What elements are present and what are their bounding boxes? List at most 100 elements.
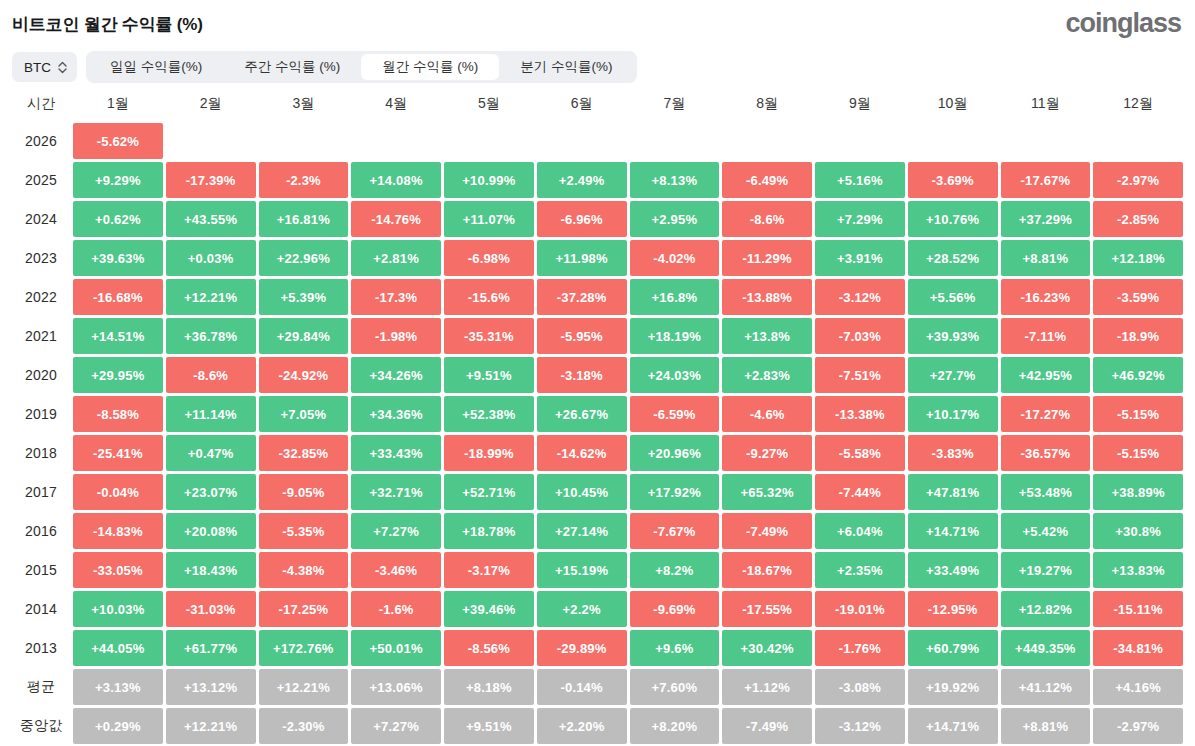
return-cell: -9.05%: [259, 474, 349, 510]
return-cell: -3.08%: [815, 669, 905, 705]
return-cell: -7.49%: [722, 708, 812, 744]
return-cell: -19.01%: [815, 591, 905, 627]
return-cell: +0.29%: [73, 708, 163, 744]
return-cell: +5.39%: [259, 279, 349, 315]
return-cell: +30.8%: [1093, 513, 1183, 549]
return-cell: -7.44%: [815, 474, 905, 510]
return-cell: +14.51%: [73, 318, 163, 354]
return-cell: -36.57%: [1001, 435, 1091, 471]
return-cell: -6.49%: [722, 162, 812, 198]
return-cell: +9.6%: [630, 630, 720, 666]
page-title: 비트코인 월간 수익률 (%): [12, 9, 203, 36]
return-cell: -2.97%: [1093, 162, 1183, 198]
return-cell: +9.29%: [73, 162, 163, 198]
return-cell: +19.92%: [908, 669, 998, 705]
return-cell: -32.85%: [259, 435, 349, 471]
return-cell: -6.98%: [444, 240, 534, 276]
return-cell: +13.06%: [351, 669, 441, 705]
table-row: 중앙값+0.29%+12.21%-2.30%+7.27%+9.51%+2.20%…: [12, 708, 1183, 744]
table-row: 2015-33.05%+18.43%-4.38%-3.46%-3.17%+15.…: [12, 552, 1183, 588]
return-cell: +33.49%: [908, 552, 998, 588]
return-cell: +449.35%: [1001, 630, 1091, 666]
row-label: 2021: [12, 318, 70, 354]
tab-1[interactable]: 주간 수익률 (%): [223, 54, 361, 80]
return-cell: +43.55%: [166, 201, 256, 237]
return-cell: +36.78%: [166, 318, 256, 354]
return-cell: -2.3%: [259, 162, 349, 198]
return-cell: +5.56%: [908, 279, 998, 315]
return-cell: +2.2%: [537, 591, 627, 627]
return-cell: +9.51%: [444, 708, 534, 744]
return-cell: +52.38%: [444, 396, 534, 432]
return-cell: -17.55%: [722, 591, 812, 627]
return-cell: +17.92%: [630, 474, 720, 510]
return-cell: +6.04%: [815, 513, 905, 549]
return-cell: +5.16%: [815, 162, 905, 198]
return-cell: +14.71%: [908, 513, 998, 549]
table-row: 2013+44.05%+61.77%+172.76%+50.01%-8.56%-…: [12, 630, 1183, 666]
return-cell: -17.39%: [166, 162, 256, 198]
tab-0[interactable]: 일일 수익률(%): [89, 54, 223, 80]
table-body: 2026-5.62%2025+9.29%-17.39%-2.3%+14.08%+…: [12, 123, 1183, 744]
table-row: 2023+39.63%+0.03%+22.96%+2.81%-6.98%+11.…: [12, 240, 1183, 276]
return-cell: -17.67%: [1001, 162, 1091, 198]
return-cell: +0.03%: [166, 240, 256, 276]
symbol-select[interactable]: BTC: [12, 52, 77, 82]
return-cell: +10.76%: [908, 201, 998, 237]
return-cell: +20.08%: [166, 513, 256, 549]
return-cell: +34.36%: [351, 396, 441, 432]
return-cell: -4.02%: [630, 240, 720, 276]
return-cell: +46.92%: [1093, 357, 1183, 393]
tab-2-active[interactable]: 월간 수익률 (%): [361, 54, 499, 80]
table-row: 2018-25.41%+0.47%-32.85%+33.43%-18.99%-1…: [12, 435, 1183, 471]
return-cell: +12.21%: [166, 279, 256, 315]
return-cell: +28.52%: [908, 240, 998, 276]
return-cell: +53.48%: [1001, 474, 1091, 510]
return-cell: -13.38%: [815, 396, 905, 432]
return-cell: -2.30%: [259, 708, 349, 744]
return-cell: +13.12%: [166, 669, 256, 705]
return-cell: +13.83%: [1093, 552, 1183, 588]
return-cell: -29.89%: [537, 630, 627, 666]
row-label: 2023: [12, 240, 70, 276]
return-cell: +8.18%: [444, 669, 534, 705]
return-cell: -7.03%: [815, 318, 905, 354]
return-cell: +20.96%: [630, 435, 720, 471]
return-cell: -4.38%: [259, 552, 349, 588]
tab-3[interactable]: 분기 수익률(%): [499, 54, 633, 80]
return-cell: +15.19%: [537, 552, 627, 588]
return-cell: -3.59%: [1093, 279, 1183, 315]
table-row: 2014+10.03%-31.03%-17.25%-1.6%+39.46%+2.…: [12, 591, 1183, 627]
return-cell: +10.45%: [537, 474, 627, 510]
return-cell: -1.6%: [351, 591, 441, 627]
return-cell: -7.67%: [630, 513, 720, 549]
return-cell: -33.05%: [73, 552, 163, 588]
coinglass-logo: coinglass: [1065, 9, 1183, 39]
return-cell: -7.11%: [1001, 318, 1091, 354]
return-cell: +47.81%: [908, 474, 998, 510]
return-cell: +39.63%: [73, 240, 163, 276]
return-cell: -18.99%: [444, 435, 534, 471]
return-cell: +60.79%: [908, 630, 998, 666]
return-cell: -9.27%: [722, 435, 812, 471]
return-cell: -0.04%: [73, 474, 163, 510]
row-label: 2025: [12, 162, 70, 198]
return-cell: [815, 123, 905, 159]
row-label: 2014: [12, 591, 70, 627]
return-cell: +18.19%: [630, 318, 720, 354]
return-cell: -1.98%: [351, 318, 441, 354]
return-cell: [537, 123, 627, 159]
return-cell: +44.05%: [73, 630, 163, 666]
return-cell: -5.15%: [1093, 435, 1183, 471]
return-cell: -5.58%: [815, 435, 905, 471]
row-label: 2016: [12, 513, 70, 549]
return-cell: +8.20%: [630, 708, 720, 744]
return-cell: -2.85%: [1093, 201, 1183, 237]
page: 비트코인 월간 수익률 (%) coinglass BTC 일일 수익률(%)주…: [0, 0, 1195, 744]
table-row: 2016-14.83%+20.08%-5.35%+7.27%+18.78%+27…: [12, 513, 1183, 549]
month-header: 1월: [73, 91, 163, 117]
return-cell: -7.51%: [815, 357, 905, 393]
month-header: 3월: [259, 91, 349, 117]
row-label: 2019: [12, 396, 70, 432]
return-cell: -5.15%: [1093, 396, 1183, 432]
